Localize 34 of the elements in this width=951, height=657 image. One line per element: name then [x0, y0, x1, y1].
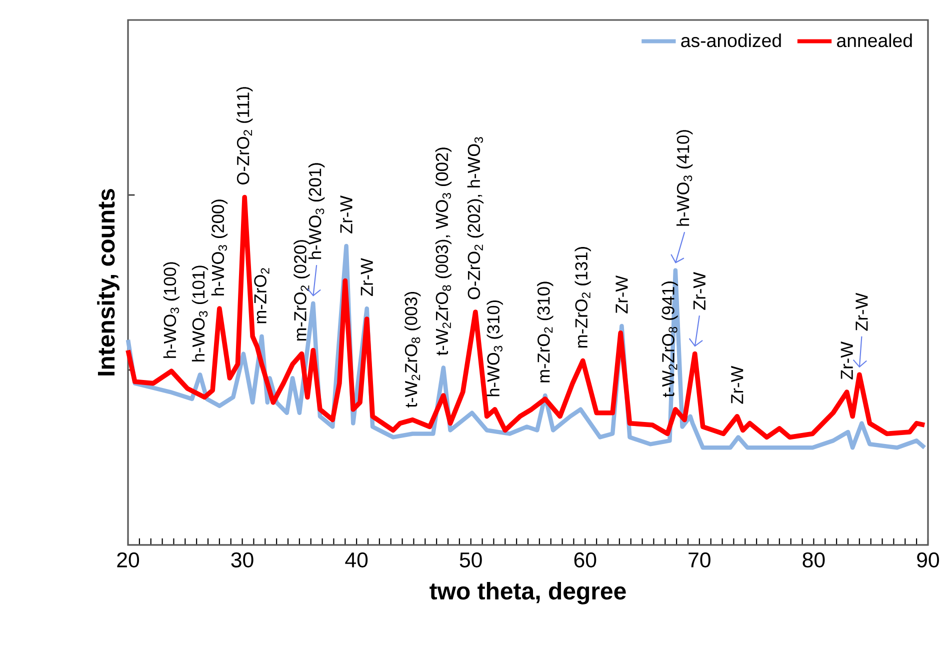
annotation: Zr-W: [856, 292, 868, 331]
x-tick-label: 90: [917, 552, 940, 568]
annotation: Zr-W: [616, 275, 628, 314]
annotation: O-ZrO$_{2}$ (202), h-WO$_{3}$: [467, 137, 484, 300]
annotation: m-ZrO$_{2}$ (310): [537, 282, 554, 382]
annotation: h-WO$_{3}$ (100): [163, 262, 180, 358]
y-axis-title: Intensity, counts: [97, 189, 120, 376]
annotation: Zr-W: [693, 272, 706, 310]
x-tick-label: 80: [802, 552, 825, 568]
annotation: Zr-W: [360, 258, 373, 296]
annotation: m-ZrO$_{2}$ (020): [294, 240, 310, 341]
annotation: Zr-W: [340, 196, 352, 234]
legend-label: annealed: [837, 33, 912, 48]
annotation: O-ZrO$_{2}$ (111): [236, 87, 253, 184]
annotation: Zr-W: [840, 342, 853, 380]
annotation: t-W$_{2}$ZrO$_{8}$ (003): [404, 292, 421, 408]
annotation: h-WO$_{3}$ (201): [308, 163, 325, 259]
annotation: t-W$_{2}$ZrO$_{8}$ (941): [662, 282, 678, 398]
annotation: Zr-W: [731, 366, 744, 404]
annotation: h-WO$_{3}$ (101): [192, 266, 208, 362]
annotation: m-ZrO$_{2}$: [254, 268, 270, 324]
x-tick-label: 50: [460, 552, 482, 568]
annotation: h-WO$_{3}$ (310): [486, 300, 503, 396]
annotation: t-W$_{2}$ZrO$_{8}$ (003), WO$_{3}$ (002): [435, 148, 452, 356]
x-tick-label: 30: [231, 552, 254, 568]
annotation: h-WO$_{3}$ (200): [211, 200, 228, 296]
legend-label: as-anodized: [681, 33, 781, 48]
x-axis-title: two theta, degree: [430, 582, 626, 604]
annotation: h-WO$_{3}$ (410): [676, 130, 693, 226]
annotation: m-ZrO$_{2}$ (131): [574, 247, 591, 348]
x-tick-label: 60: [574, 552, 596, 568]
x-tick-label: 20: [117, 552, 140, 568]
x-tick-label: 40: [345, 552, 368, 568]
x-tick-label: 70: [688, 552, 710, 568]
